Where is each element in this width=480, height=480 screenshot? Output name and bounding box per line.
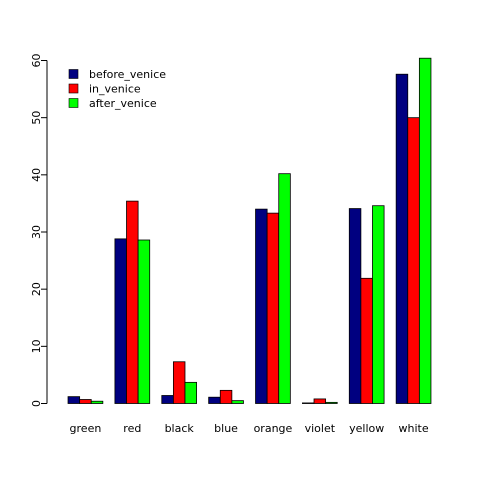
bar-green-in_venice (79, 399, 92, 404)
bar-violet-in_venice (313, 398, 327, 404)
category-label: white (399, 422, 429, 435)
category-label: black (165, 422, 195, 435)
bar-red-before_venice (114, 238, 127, 404)
bar-green-after_venice (90, 400, 104, 404)
category-label: violet (305, 422, 336, 435)
bar-orange-before_venice (255, 208, 268, 404)
legend-item-in_venice: in_venice (68, 83, 141, 96)
bar-group-blue (208, 389, 244, 404)
bar-group-violet (302, 398, 338, 404)
category-label: green (70, 422, 102, 435)
y-tick-label: 40 (30, 168, 43, 182)
bar-green-before_venice (67, 396, 81, 404)
bar-red-after_venice (137, 239, 151, 404)
bar-violet-before_venice (302, 402, 315, 404)
bar-white-in_venice (407, 117, 420, 404)
y-tick-label: 10 (30, 339, 43, 353)
legend-item-before_venice: before_venice (68, 68, 166, 81)
bar-yellow-after_venice (372, 205, 385, 404)
bar-orange-in_venice (266, 212, 280, 404)
legend-label: before_venice (89, 68, 166, 81)
bar-group-black (161, 361, 197, 404)
bar-group-green (67, 396, 104, 404)
bar-yellow-before_venice (348, 208, 362, 404)
y-tick-label: 0 (30, 400, 43, 407)
bar-black-after_venice (184, 381, 197, 404)
bar-black-in_venice (172, 361, 186, 404)
bar-violet-after_venice (325, 401, 338, 404)
bar-yellow-in_venice (360, 277, 373, 404)
y-axis: 0 10 20 30 40 50 60 (30, 54, 48, 407)
category-labels: green red black blue orange violet yellow white (70, 422, 429, 435)
category-label: orange (254, 422, 293, 435)
category-label: yellow (349, 422, 384, 435)
bar-group-red (114, 200, 151, 404)
bar-blue-after_venice (231, 400, 244, 404)
bar-white-after_venice (418, 57, 432, 404)
y-tick-label: 30 (30, 225, 43, 239)
legend-item-after_venice: after_venice (68, 97, 157, 110)
bar-red-in_venice (126, 200, 139, 404)
bar-blue-in_venice (219, 389, 233, 404)
y-tick-label: 60 (30, 54, 43, 68)
legend-swatch (68, 98, 79, 108)
bar-black-before_venice (161, 395, 174, 404)
legend-swatch (68, 69, 79, 79)
legend-swatch (68, 83, 79, 94)
category-label: blue (214, 422, 238, 435)
bar-orange-after_venice (278, 173, 291, 404)
bar-group-yellow (348, 205, 385, 404)
y-tick-label: 20 (30, 282, 43, 296)
bar-group-white (395, 57, 432, 404)
bar-groups (67, 57, 432, 404)
y-tick-label: 50 (30, 111, 43, 125)
bar-group-orange (255, 173, 291, 404)
bar-blue-before_venice (208, 396, 221, 404)
category-label: red (123, 422, 141, 435)
legend-label: after_venice (89, 97, 157, 110)
legend-label: in_venice (89, 83, 141, 96)
bar-white-before_venice (395, 73, 409, 404)
